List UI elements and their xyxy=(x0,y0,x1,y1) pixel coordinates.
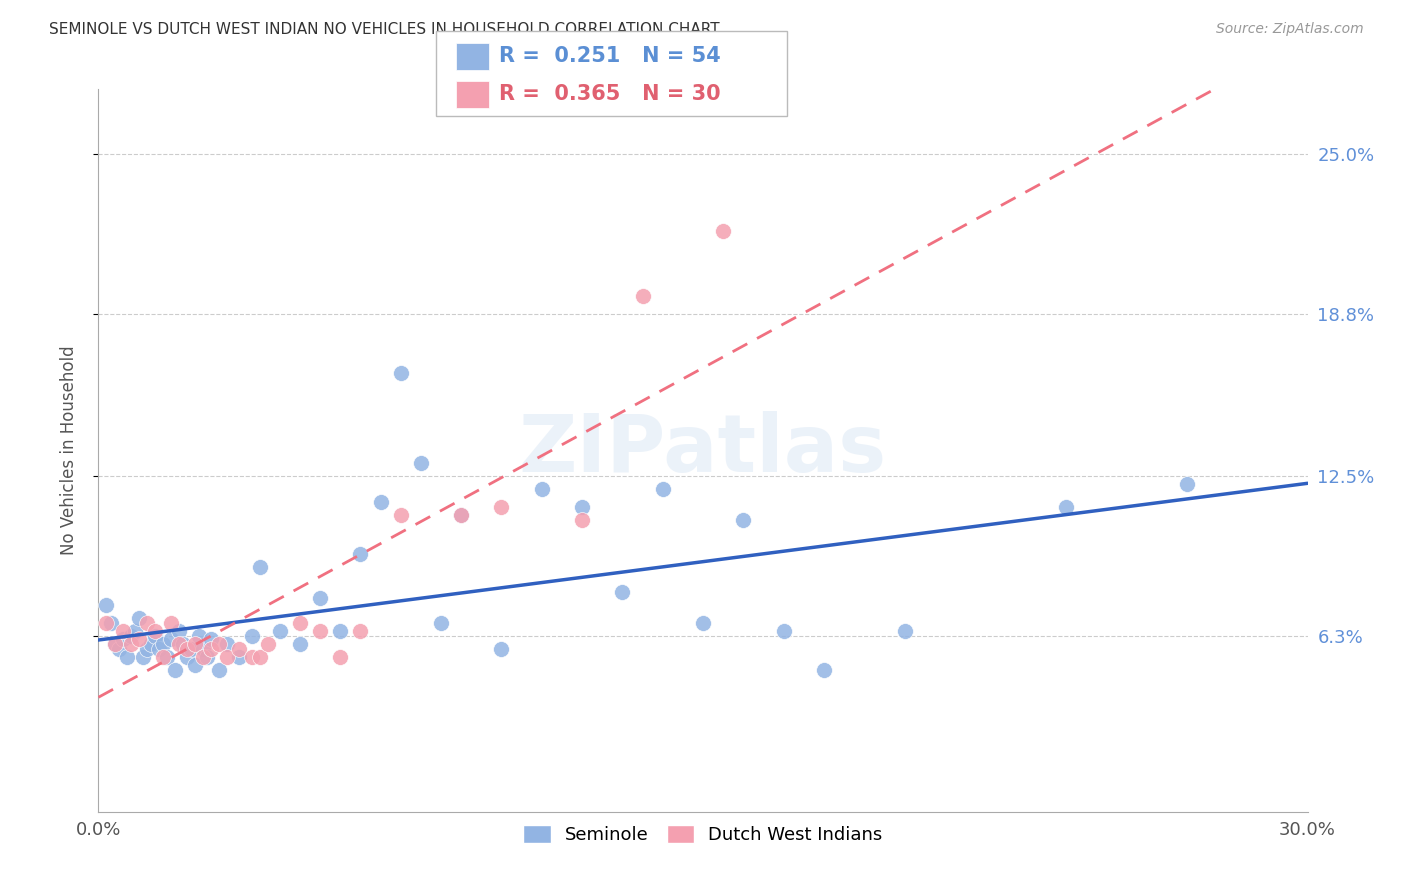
Point xyxy=(184,657,207,672)
Point xyxy=(228,642,250,657)
Point xyxy=(100,616,122,631)
Point xyxy=(176,649,198,664)
Point xyxy=(389,366,412,380)
Point xyxy=(288,637,311,651)
Point xyxy=(309,624,332,639)
Point xyxy=(217,637,239,651)
Point xyxy=(329,649,352,664)
Point xyxy=(631,288,654,302)
Text: Source: ZipAtlas.com: Source: ZipAtlas.com xyxy=(1216,22,1364,37)
Point xyxy=(128,611,150,625)
Point xyxy=(208,663,231,677)
Point xyxy=(163,663,186,677)
Text: R =  0.365   N = 30: R = 0.365 N = 30 xyxy=(499,84,721,104)
Point xyxy=(409,456,432,470)
Point xyxy=(256,637,278,651)
Text: SEMINOLE VS DUTCH WEST INDIAN NO VEHICLES IN HOUSEHOLD CORRELATION CHART: SEMINOLE VS DUTCH WEST INDIAN NO VEHICLE… xyxy=(49,22,720,37)
Point xyxy=(269,624,291,639)
Point xyxy=(184,637,207,651)
Point xyxy=(143,624,166,639)
Point xyxy=(176,642,198,657)
Point xyxy=(249,559,271,574)
Point xyxy=(288,616,311,631)
Point xyxy=(96,616,118,631)
Point xyxy=(893,624,915,639)
Point xyxy=(107,642,129,657)
Point xyxy=(1054,500,1077,515)
Point xyxy=(370,495,392,509)
Point xyxy=(733,513,755,527)
Point xyxy=(180,642,202,657)
Point xyxy=(349,547,371,561)
Point xyxy=(571,500,593,515)
Point xyxy=(115,649,138,664)
Point xyxy=(135,616,157,631)
Point xyxy=(96,599,118,613)
Point xyxy=(309,591,332,605)
Point xyxy=(124,624,146,639)
Point xyxy=(152,637,174,651)
Point xyxy=(156,649,179,664)
Point xyxy=(193,649,215,664)
Text: ZIPatlas: ZIPatlas xyxy=(519,411,887,490)
Point xyxy=(329,624,352,639)
Point xyxy=(172,637,194,651)
Point xyxy=(160,616,183,631)
Point xyxy=(692,616,714,631)
Point xyxy=(450,508,472,522)
Point xyxy=(103,637,125,651)
Point xyxy=(240,649,263,664)
Point xyxy=(152,649,174,664)
Y-axis label: No Vehicles in Household: No Vehicles in Household xyxy=(59,345,77,556)
Point xyxy=(651,482,673,496)
Point xyxy=(389,508,412,522)
Point xyxy=(217,649,239,664)
Point xyxy=(813,663,835,677)
Point xyxy=(120,637,142,651)
Point xyxy=(167,637,190,651)
Point xyxy=(200,642,222,657)
Point xyxy=(349,624,371,639)
Point xyxy=(132,649,155,664)
Point xyxy=(111,624,134,639)
Point xyxy=(491,642,513,657)
Point xyxy=(135,642,157,657)
Point xyxy=(228,649,250,664)
Point xyxy=(1175,477,1198,491)
Point xyxy=(200,632,222,646)
Point xyxy=(430,616,453,631)
Point xyxy=(193,642,215,657)
Point xyxy=(711,224,734,238)
Point xyxy=(249,649,271,664)
Point xyxy=(188,629,211,643)
Point xyxy=(772,624,794,639)
Point xyxy=(612,585,634,599)
Point xyxy=(160,632,183,646)
Point xyxy=(120,629,142,643)
Point xyxy=(240,629,263,643)
Point xyxy=(208,637,231,651)
Point xyxy=(139,637,162,651)
Point xyxy=(450,508,472,522)
Point xyxy=(111,632,134,646)
Legend: Seminole, Dutch West Indians: Seminole, Dutch West Indians xyxy=(515,816,891,854)
Point xyxy=(103,637,125,651)
Point xyxy=(148,642,170,657)
Point xyxy=(530,482,553,496)
Point xyxy=(571,513,593,527)
Point xyxy=(195,649,218,664)
Point xyxy=(167,624,190,639)
Point xyxy=(128,632,150,646)
Point xyxy=(143,629,166,643)
Text: R =  0.251   N = 54: R = 0.251 N = 54 xyxy=(499,46,721,66)
Point xyxy=(491,500,513,515)
